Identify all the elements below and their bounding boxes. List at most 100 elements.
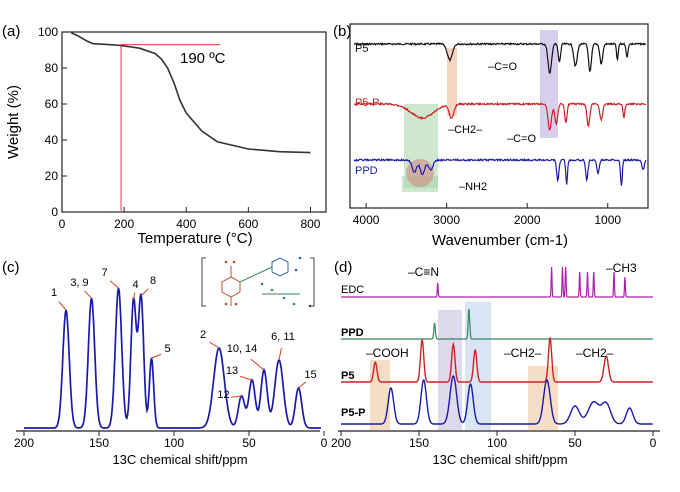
peak-label: 12 [217, 389, 229, 401]
x-tick-label: 150 [89, 436, 109, 450]
panel-b-xlabel: Wavenumber (cm-1) [432, 232, 568, 249]
series-edc-line [341, 266, 653, 299]
peak-label: 2 [200, 329, 206, 341]
series-p5p-label: P5-P [341, 407, 365, 419]
annotation-co-mid: –C=O [507, 133, 536, 145]
x-tick-label: 3000 [433, 213, 460, 227]
annotation-ch2-a: –CH2– [504, 346, 542, 360]
series-p5-line [353, 41, 647, 75]
peak-label: 1 [51, 287, 57, 299]
highlight-band-cooh [370, 360, 390, 430]
panel-d: (d) EDC PPD P5 P5-P –C≡N –CH3 –COOH –CH2… [331, 259, 660, 467]
series-ppd-line [341, 308, 653, 340]
annotation-cn: –C≡N [408, 265, 439, 279]
peak-pointer [298, 381, 307, 389]
panel-c-spectrum [24, 287, 321, 429]
y-tick-label: 100 [38, 25, 58, 39]
series-p5p-line [341, 374, 653, 425]
series-p5p-label: P5-P [355, 97, 379, 109]
highlight-band-ch2 [447, 48, 457, 116]
peak-label: 8 [150, 275, 156, 287]
highlight-circle-nh2 [406, 159, 434, 187]
panel-a-ticks: 0 200 400 600 800 0 20 40 60 80 100 [38, 25, 321, 231]
panel-d-xlabel: 13C chemical shift/ppm [432, 452, 567, 467]
panel-c-ticks: 200 150 100 50 0 [14, 431, 328, 450]
series-p5-label: P5 [341, 370, 354, 382]
y-tick-label: 0 [51, 205, 58, 219]
peak-pointer [239, 375, 253, 381]
panel-b-frame [349, 23, 649, 209]
x-tick-label: 50 [568, 436, 582, 450]
y-tick-label: 80 [45, 61, 59, 75]
x-tick-label: 200 [114, 217, 134, 231]
peak-pointer [230, 395, 242, 398]
peak-pointer [58, 301, 67, 311]
peak-pointer [278, 347, 282, 361]
x-tick-label: 200 [14, 436, 34, 450]
panel-a-frame [61, 31, 327, 213]
annotation-nh2: –NH2 [459, 181, 487, 193]
annotation-cooh: –COOH [366, 346, 409, 360]
panel-d-label: (d) [334, 259, 352, 276]
x-tick-label: 2000 [514, 213, 541, 227]
peak-label: 13 [226, 365, 238, 377]
series-ppd-label: PPD [341, 327, 364, 339]
panel-a-ylabel: Weight (%) [5, 85, 22, 159]
series-ppd-label: PPD [355, 165, 378, 177]
annotation-ch2-b: –CH2– [576, 346, 614, 360]
peak-label: 5 [164, 343, 170, 355]
annotation-ch3: –CH3 [606, 261, 637, 275]
panel-a-xlabel: Temperature (°C) [137, 230, 252, 247]
peak-pointer [151, 353, 162, 359]
panel-c-xlabel: 13C chemical shift/ppm [112, 452, 247, 467]
panel-d-ticks: 200 150 100 50 0 [331, 431, 657, 450]
panel-a-label: (a) [2, 23, 20, 40]
series-p5-label: P5 [355, 43, 368, 55]
annotation-co-top: –C=O [488, 61, 517, 73]
y-tick-label: 60 [45, 97, 59, 111]
panel-c-peak-labels: 1 3, 9 7 4 8 5 2 12 13 10, 14 6, 11 15 [51, 267, 317, 401]
peak-label: 6, 11 [271, 331, 295, 343]
peak-label: 7 [101, 267, 107, 279]
panel-a: (a) 0 200 400 600 800 0 20 40 60 80 100 190 ºC Tem… [2, 23, 327, 247]
peak-label: 3, 9 [70, 277, 88, 289]
x-tick-label: 200 [331, 436, 351, 450]
series-edc-label: EDC [341, 284, 364, 296]
y-tick-label: 40 [45, 133, 59, 147]
y-tick-label: 20 [45, 169, 59, 183]
series-ppd-line [353, 157, 647, 186]
x-tick-label: 0 [650, 436, 657, 450]
x-tick-label: 600 [238, 217, 258, 231]
x-tick-label: 400 [176, 217, 196, 231]
panel-c-label: (c) [2, 259, 20, 276]
highlight-band-aromatic [465, 302, 491, 430]
x-tick-label: 100 [164, 436, 184, 450]
panel-b-ticks: 4000 3000 2000 1000 [353, 203, 621, 227]
peak-pointer [250, 358, 265, 371]
x-tick-label: 1000 [594, 213, 621, 227]
peak-label: 15 [304, 369, 316, 381]
x-tick-label: 0 [59, 217, 66, 231]
structure-inset [201, 256, 315, 308]
peak-pointer [83, 290, 92, 299]
x-tick-label: 4000 [353, 213, 380, 227]
x-tick-label: 0 [321, 436, 328, 450]
peak-pointer [209, 341, 220, 349]
panel-b: (b) P5 P5-P PPD –C=O –CH2– –C=O –NH2 400… [333, 23, 649, 249]
series-p5-line [341, 336, 653, 383]
peak-pointer [133, 292, 136, 301]
peak-pointer [109, 280, 119, 289]
panel-b-label: (b) [333, 23, 351, 40]
x-tick-label: 100 [487, 436, 507, 450]
peak-label: 4 [132, 279, 138, 291]
panel-a-tga-curve [70, 32, 311, 154]
x-tick-label: 800 [300, 217, 320, 231]
series-p5p-line [353, 101, 646, 131]
x-tick-label: 50 [242, 436, 256, 450]
panel-a-annotation: 190 ºC [180, 50, 226, 67]
peak-pointer [140, 288, 149, 297]
annotation-ch2: –CH2– [448, 124, 483, 136]
peak-label: 10, 14 [227, 343, 258, 355]
